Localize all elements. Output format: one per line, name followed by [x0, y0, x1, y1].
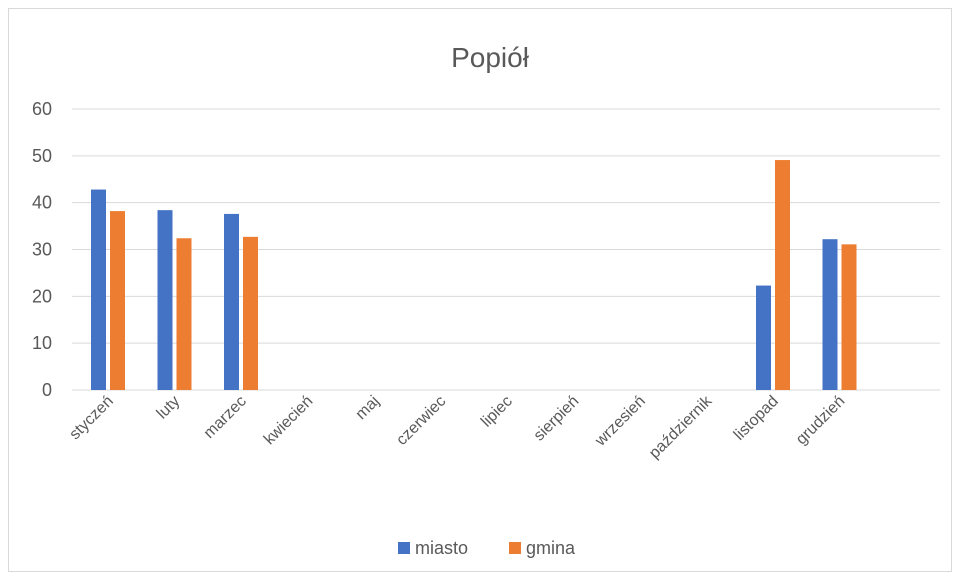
legend-label-gmina: gmina: [526, 538, 576, 558]
bar-miasto-marzec: [224, 213, 239, 390]
legend-swatch-miasto: [398, 542, 410, 554]
bar-miasto-listopad: [756, 285, 771, 390]
chart-title: Popiół: [451, 42, 530, 73]
x-tick-label: kwiecień: [261, 393, 316, 448]
bar-gmina-luty: [176, 238, 192, 390]
bar-gmina-listopad: [775, 160, 790, 390]
y-axis-ticks: 0 10 20 30 40 50 60: [32, 99, 52, 400]
y-tick-label: 10: [32, 333, 52, 353]
x-tick-label: maj: [353, 393, 383, 423]
legend-label-miasto: miasto: [415, 538, 468, 558]
x-tick-label: lipiec: [478, 393, 516, 431]
bar-miasto-luty: [157, 210, 173, 390]
x-axis-ticks: styczeń luty marzec kwiecień maj czerwiec lipi…: [66, 392, 848, 462]
bars: [91, 160, 857, 390]
y-tick-label: 30: [32, 240, 52, 260]
y-tick-label: 50: [32, 146, 52, 166]
x-tick-label: listopad: [731, 393, 782, 444]
gridlines: [72, 108, 940, 391]
legend-swatch-gmina: [509, 542, 521, 554]
bar-gmina-marzec: [243, 236, 258, 390]
x-tick-label: sierpień: [531, 393, 583, 445]
y-tick-label: 40: [32, 193, 52, 213]
x-tick-label: grudzień: [793, 393, 848, 448]
y-tick-label: 0: [42, 380, 52, 400]
y-tick-label: 20: [32, 286, 52, 306]
x-tick-label: luty: [154, 393, 184, 423]
y-tick-label: 60: [32, 99, 52, 119]
bar-miasto-grudzień: [822, 239, 838, 390]
bar-gmina-grudzień: [841, 244, 857, 390]
bar-gmina-styczeń: [110, 211, 125, 390]
x-tick-label: marzec: [201, 393, 250, 442]
x-tick-label: czerwiec: [393, 393, 449, 449]
legend: miasto gmina: [398, 538, 576, 558]
x-tick-label: październik: [646, 392, 716, 462]
bar-miasto-styczeń: [91, 189, 106, 390]
x-tick-label: wrzesień: [591, 393, 648, 450]
x-tick-label: styczeń: [66, 393, 116, 443]
